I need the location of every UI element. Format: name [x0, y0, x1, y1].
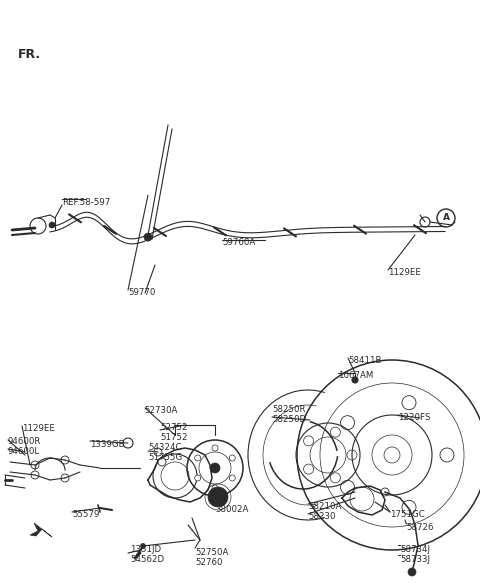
Text: 1751GC: 1751GC: [390, 510, 425, 519]
Text: REF.58-597: REF.58-597: [62, 198, 110, 207]
Circle shape: [154, 448, 162, 456]
Circle shape: [123, 438, 133, 448]
Circle shape: [195, 455, 201, 461]
Text: 54324C: 54324C: [148, 443, 181, 452]
Text: 52750A: 52750A: [195, 548, 228, 557]
Text: 58411B: 58411B: [348, 356, 382, 365]
Circle shape: [141, 544, 145, 548]
Text: 58726: 58726: [406, 523, 433, 532]
Text: 94600R: 94600R: [8, 437, 41, 446]
Circle shape: [144, 233, 152, 241]
Text: 51752: 51752: [160, 433, 188, 442]
Text: 1220FS: 1220FS: [398, 413, 431, 422]
Text: 1351JD: 1351JD: [130, 545, 161, 554]
Circle shape: [195, 475, 201, 481]
Circle shape: [408, 568, 416, 576]
Text: 52730A: 52730A: [144, 406, 178, 415]
Text: 38002A: 38002A: [215, 505, 248, 514]
Text: 94600L: 94600L: [8, 447, 40, 456]
Text: 58734J: 58734J: [400, 545, 430, 554]
Circle shape: [210, 463, 220, 473]
Circle shape: [229, 455, 235, 461]
Text: 59760A: 59760A: [222, 238, 255, 247]
Circle shape: [158, 458, 166, 466]
Text: 52760: 52760: [195, 558, 223, 567]
Text: 58733J: 58733J: [400, 555, 430, 564]
Circle shape: [229, 475, 235, 481]
Text: 1129EE: 1129EE: [22, 424, 55, 433]
Text: 59770: 59770: [128, 288, 156, 297]
Circle shape: [352, 377, 358, 383]
Text: 1129EE: 1129EE: [388, 268, 421, 277]
Circle shape: [212, 485, 218, 491]
Text: A: A: [443, 214, 449, 222]
Text: FR.: FR.: [18, 48, 41, 61]
Text: 54562D: 54562D: [130, 555, 164, 564]
Text: 58210A: 58210A: [308, 502, 341, 511]
Text: 58250R: 58250R: [272, 405, 305, 414]
Circle shape: [49, 222, 55, 228]
Text: 52752: 52752: [160, 423, 188, 432]
Text: 1339GB: 1339GB: [90, 440, 125, 449]
Circle shape: [212, 445, 218, 451]
Circle shape: [420, 217, 430, 227]
Circle shape: [208, 487, 228, 507]
Text: 51755G: 51755G: [148, 453, 182, 462]
Text: 1067AM: 1067AM: [338, 371, 373, 380]
Text: 58250D: 58250D: [272, 415, 306, 424]
Text: 55579: 55579: [72, 510, 99, 519]
Polygon shape: [30, 523, 52, 537]
Text: 58230: 58230: [308, 512, 336, 521]
